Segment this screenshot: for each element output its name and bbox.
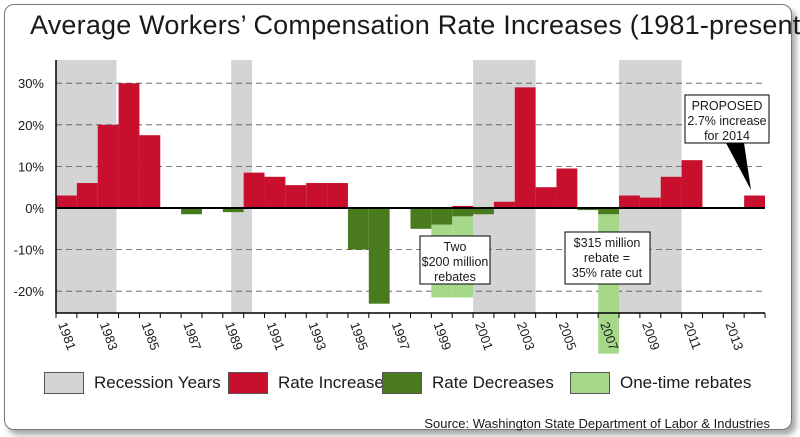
chart-title: Average Workers’ Compensation Rate Incre…	[30, 10, 800, 40]
x-tick-label-1: 1983	[97, 320, 121, 352]
bar-rate-increases1993	[306, 183, 328, 208]
bar-rate-increases2011	[681, 160, 703, 208]
bar-rate-increases2014	[744, 195, 765, 208]
bar-rate-increases1991	[264, 176, 286, 208]
bar-rate-increases2010	[660, 176, 682, 208]
bar-rate-decreases1998	[410, 208, 432, 229]
x-tick-label-2: 1985	[139, 320, 163, 352]
x-tick-label-14: 2009	[639, 320, 663, 352]
annotation-box-2	[684, 94, 770, 144]
bar-rate-increases2000	[452, 205, 474, 208]
annotation-box-0	[419, 235, 491, 285]
y-tick-label-5: -20%	[14, 284, 45, 299]
x-tick-label-16: 2013	[722, 320, 746, 352]
x-tick-label-6: 1993	[305, 320, 329, 352]
legend-item-decreases: Rate Decreases	[382, 372, 554, 394]
x-tick-label-7: 1995	[347, 320, 371, 352]
legend-swatch-rebates	[570, 372, 610, 394]
bar-rate-increases2003	[514, 87, 536, 208]
annotation-1-line-1: rebate =	[584, 251, 630, 265]
y-tick-label-4: -10%	[14, 243, 45, 258]
x-tick-label-15: 2011	[681, 320, 705, 351]
legend-item-rebates: One-time rebates	[570, 372, 751, 394]
x-tick-label-0: 1981	[55, 320, 79, 352]
bar-rate-decreases2000	[452, 208, 474, 217]
annotation-1-line-2: 35% rate cut	[572, 266, 643, 280]
annotation-2-line-1: 2.7% increase	[687, 114, 766, 128]
bar-rate-increases2005	[556, 168, 578, 208]
bar-rate-decreases2007	[598, 208, 620, 215]
bar-rate-increases2004	[535, 187, 557, 208]
bar-rate-increases1982	[76, 183, 98, 208]
legend-swatch-decreases	[382, 372, 422, 394]
annotation-0-line-1: $200 million	[422, 255, 489, 269]
x-tick-label-3: 1987	[180, 320, 204, 352]
bar-rate-increases1984	[118, 83, 140, 208]
y-tick-label-0: 30%	[18, 76, 44, 91]
x-tick-label-10: 2001	[472, 320, 496, 352]
legend-item-recession: Recession Years	[44, 372, 221, 394]
x-tick-label-9: 1999	[431, 320, 455, 352]
legend-swatch-recession	[44, 372, 84, 394]
legend-label-increases: Rate Increases	[278, 373, 393, 392]
bar-rate-increases2009	[639, 197, 661, 208]
annotation-2-line-2: for 2014	[704, 129, 750, 143]
annotation-0-line-2: rebates	[434, 270, 476, 284]
bar-rate-increases1990	[243, 172, 265, 208]
x-tick-label-8: 1997	[389, 320, 413, 352]
bar-rate-increases1994	[327, 183, 348, 208]
x-tick-label-12: 2005	[556, 320, 580, 352]
source-note: Source: Washington State Department of L…	[424, 416, 770, 431]
annotation-0-line-0: Two	[444, 240, 467, 254]
bar-rate-decreases2006	[577, 208, 599, 211]
bar-rate-increases1981	[56, 195, 77, 208]
y-tick-label-2: 10%	[18, 159, 44, 174]
bar-rate-increases1983	[97, 124, 119, 208]
annotation-box-1	[564, 231, 651, 285]
proposed-pointer	[726, 143, 751, 190]
y-tick-label-3: 0%	[25, 201, 44, 216]
x-tick-label-5: 1991	[264, 320, 288, 352]
x-tick-label-11: 2003	[514, 320, 538, 352]
legend-label-decreases: Rate Decreases	[432, 373, 554, 392]
bar-rate-increases1985	[139, 135, 161, 208]
bar-rate-increases2002	[493, 201, 515, 208]
legend-label-recession: Recession Years	[94, 373, 221, 392]
annotation-2-line-0: PROPOSED	[692, 99, 763, 113]
legend-label-rebates: One-time rebates	[620, 373, 752, 392]
bar-rate-decreases1987	[181, 208, 202, 215]
bar-rate-increases2008	[619, 195, 640, 208]
bar-rate-decreases1995	[347, 208, 369, 250]
bar-rate-decreases1989	[222, 208, 244, 213]
bar-rate-decreases1999	[431, 208, 453, 225]
bar-rate-increases1992	[285, 185, 307, 208]
legend-item-increases: Rate Increases	[228, 372, 392, 394]
bar-rate-decreases2001	[473, 208, 494, 215]
bar-rate-decreases1996	[368, 208, 390, 304]
legend-swatch-increases	[228, 372, 268, 394]
y-tick-label-1: 20%	[18, 118, 44, 133]
x-tick-label-4: 1989	[222, 320, 246, 352]
annotation-1-line-0: $315 million	[574, 236, 641, 250]
